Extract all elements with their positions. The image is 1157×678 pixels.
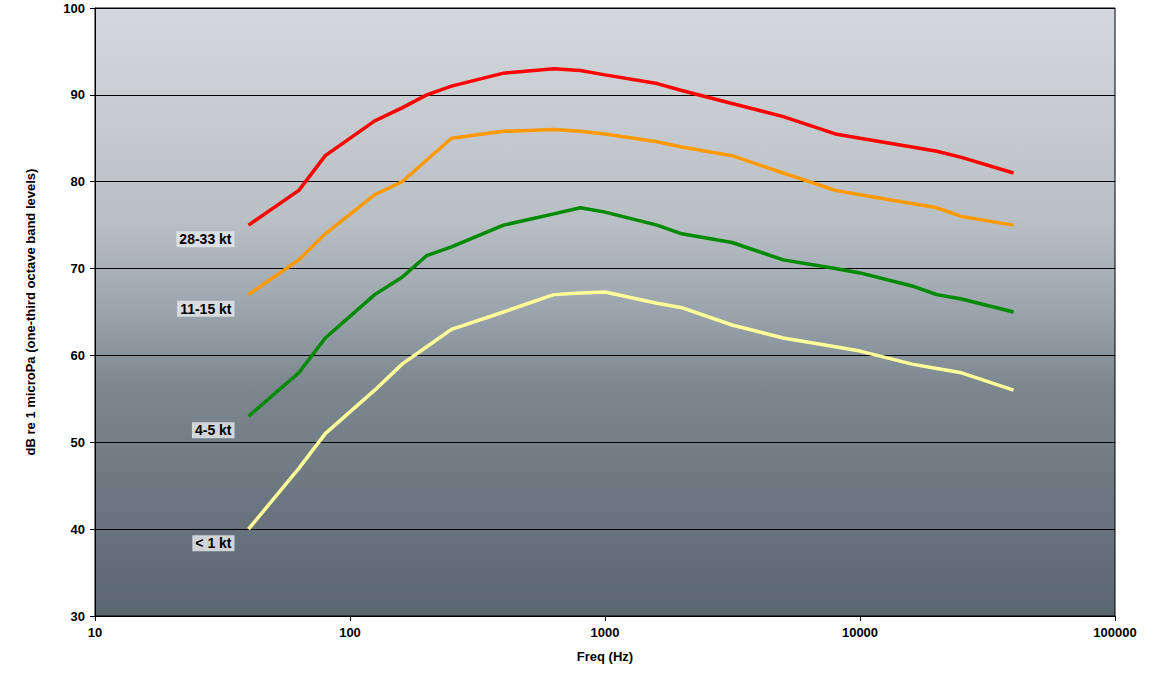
svg-text:50: 50 — [71, 435, 85, 450]
svg-text:11-15 kt: 11-15 kt — [180, 301, 232, 317]
svg-text:80: 80 — [71, 174, 85, 189]
svg-text:< 1 kt: < 1 kt — [195, 535, 232, 551]
svg-text:4-5 kt: 4-5 kt — [195, 422, 232, 438]
svg-text:30: 30 — [71, 609, 85, 624]
svg-text:40: 40 — [71, 522, 85, 537]
svg-text:100: 100 — [339, 625, 361, 640]
svg-text:100: 100 — [63, 1, 85, 16]
svg-text:70: 70 — [71, 261, 85, 276]
svg-text:dB re 1 microPa (one-third oct: dB re 1 microPa (one-third octave band l… — [23, 169, 38, 456]
svg-text:Freq (Hz): Freq (Hz) — [577, 649, 633, 664]
svg-text:60: 60 — [71, 348, 85, 363]
svg-text:28-33 kt: 28-33 kt — [179, 231, 231, 247]
svg-text:10000: 10000 — [842, 625, 878, 640]
svg-text:90: 90 — [71, 87, 85, 102]
svg-text:100000: 100000 — [1093, 625, 1136, 640]
svg-text:10: 10 — [88, 625, 102, 640]
svg-text:1000: 1000 — [591, 625, 620, 640]
